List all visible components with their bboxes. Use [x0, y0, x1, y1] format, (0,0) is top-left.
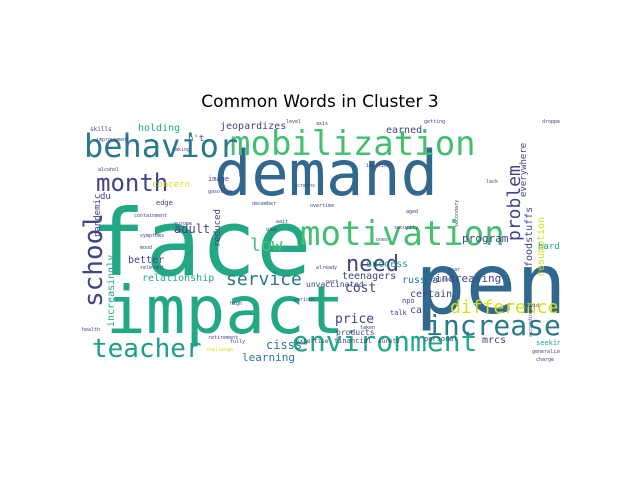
word-10: school [80, 213, 109, 307]
word-35: foodstuffs [524, 207, 535, 267]
word-25: teenagers [342, 271, 396, 282]
word-1: demand [214, 137, 438, 210]
word-33: mrcs [482, 335, 506, 346]
word-40: concern [152, 180, 190, 190]
word-73: part [326, 279, 338, 285]
word-66: retirement [208, 335, 238, 341]
word-76: secondary [454, 200, 460, 227]
word-57: improvement [96, 137, 129, 143]
word-75: ones [376, 237, 388, 243]
word-12: need [346, 252, 399, 277]
word-39: pandemic [93, 194, 103, 237]
word-68: challenge [206, 347, 233, 353]
word-14: problem [504, 165, 525, 241]
word-83: impatient [366, 163, 393, 169]
word-50: npo [402, 297, 415, 305]
word-62: europe [174, 221, 192, 227]
word-37: harder [538, 242, 560, 252]
word-0: face [90, 190, 312, 297]
word-67: health [82, 327, 100, 333]
word-45: personal [424, 335, 458, 343]
word-69: fully [230, 339, 245, 345]
word-34: resumption [536, 217, 547, 277]
word-79: covid [524, 303, 539, 309]
word-74: taken [360, 325, 375, 331]
word-30: holding [138, 123, 180, 134]
word-94: aged [406, 209, 418, 215]
word-6: motivation [300, 214, 505, 254]
word-11: month [96, 169, 168, 197]
word-46: seeking [536, 339, 560, 347]
word-17: cost [345, 281, 376, 296]
word-43: products [336, 328, 375, 337]
word-63: symptoms [140, 233, 164, 239]
word-7: environment [292, 325, 477, 358]
word-91: use [266, 226, 277, 233]
word-70: high [230, 301, 242, 307]
word-20: learning [242, 351, 295, 364]
word-54: image [208, 175, 229, 183]
word-26: success [366, 259, 408, 270]
word-2: impact [106, 272, 344, 349]
word-9: teacher [92, 334, 202, 364]
word-15: service [226, 269, 302, 290]
word-49: sûreté [378, 338, 400, 345]
word-90: wait [276, 219, 288, 225]
word-3: pen [415, 235, 560, 333]
word-58: taking [172, 147, 190, 153]
word-23: certain [410, 289, 452, 300]
word-21: program [462, 232, 509, 245]
word-47: financial [334, 337, 372, 345]
word-72: already [316, 265, 337, 271]
word-77: fear [448, 267, 460, 273]
word-38: increasingly [106, 255, 117, 327]
word-96: girls [238, 162, 244, 177]
word-60: gasoline [208, 189, 232, 195]
word-29: relationship [142, 273, 214, 284]
word-24: russia [402, 275, 438, 286]
word-16: low [250, 235, 283, 256]
word-78: violence [430, 277, 454, 283]
word-56: skills [90, 126, 112, 133]
word-80: according [528, 310, 534, 337]
word-18: price [335, 312, 374, 327]
word-19: cisss [266, 338, 302, 352]
word-28: better [128, 255, 164, 266]
word-4: mobilization [230, 124, 476, 164]
word-55: edge [156, 199, 173, 207]
word-42: unvaccinated [306, 280, 364, 289]
word-53: n't [188, 134, 204, 144]
word-86: dropped [542, 119, 560, 125]
word-44: talk [390, 309, 408, 317]
word-36: everywhere [519, 143, 529, 197]
word-95: security [394, 225, 418, 231]
word-13: difference [450, 297, 558, 318]
figure-title: Common Words in Cluster 3 [201, 92, 439, 112]
word-48: expertise [296, 338, 329, 345]
word-61: containment [134, 213, 167, 219]
word-82: charge [536, 357, 554, 363]
word-89: december [252, 201, 276, 207]
word-88: overtime [310, 203, 334, 209]
word-52: du [100, 192, 111, 202]
word-81: generalized [532, 349, 560, 355]
word-65: relevant [140, 265, 164, 271]
word-71: various [294, 297, 315, 303]
word-22: increasing [435, 272, 501, 285]
word-31: jeopardizes [220, 121, 286, 132]
word-32: earned [386, 125, 422, 136]
word-51: ca [410, 305, 422, 316]
word-93: axis [316, 121, 328, 127]
word-92: level [286, 119, 301, 125]
word-8: increase [426, 309, 560, 342]
word-87: screens [294, 183, 315, 189]
word-5: behavior [84, 127, 238, 165]
word-59: alcohol [98, 167, 119, 173]
word-85: getting [424, 119, 445, 125]
word-41: reduced [213, 209, 223, 247]
word-84: lack [486, 179, 498, 185]
word-64: mood [140, 245, 152, 251]
word-27: adult [174, 222, 210, 236]
